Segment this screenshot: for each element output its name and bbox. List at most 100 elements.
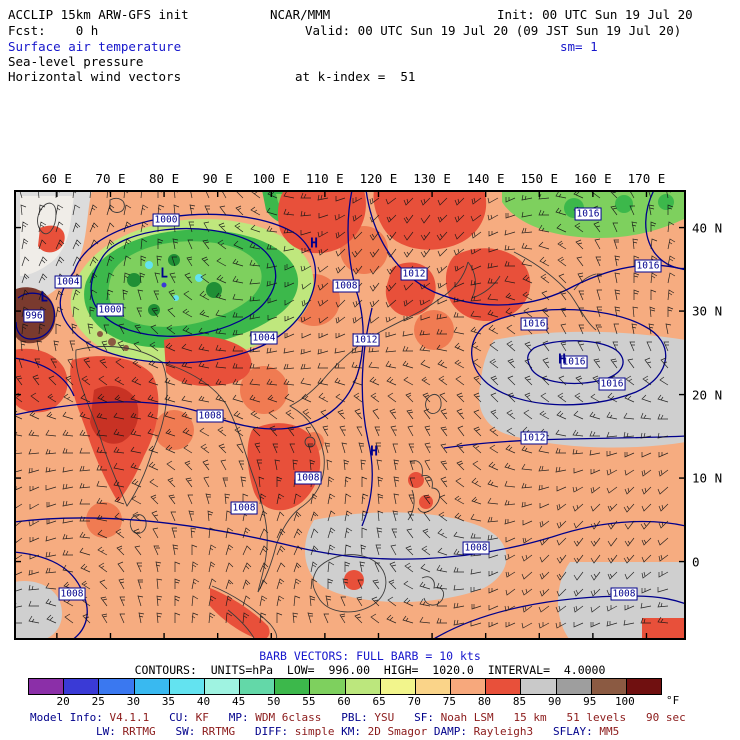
x-axis-tick: 150 E (520, 171, 559, 186)
x-axis-tick: 160 E (574, 171, 612, 186)
colorbar-box (591, 679, 627, 694)
contour-label: 1008 (230, 501, 258, 515)
model-info-token: DAMP: (427, 725, 474, 738)
model-info-token: PBL: (321, 711, 375, 724)
colorbar-box (451, 679, 487, 694)
contour-legend: CONTOURS: UNITS=hPa LOW= 996.00 HIGH= 10… (134, 663, 606, 677)
high-center-marker: H (558, 352, 566, 368)
x-axis-tick: 60 E (41, 171, 72, 186)
fcst-hour: Fcst: 0 h (8, 23, 99, 38)
y-axis-tick: 30 N (692, 303, 723, 319)
colorbar-tick: 95 (583, 695, 597, 708)
contour-label: 1000 (152, 213, 180, 227)
valid-time: Valid: 00 UTC Sun 19 Jul 20 (09 JST Sun … (305, 23, 682, 38)
model-info-token: SFLAY: (533, 725, 600, 738)
map-border (14, 190, 686, 640)
colorbar-box (486, 679, 522, 694)
field-temp-label: Surface air temperature (8, 39, 182, 54)
x-axis-tick: 100 E (252, 171, 291, 186)
colorbar-tick: 55 (302, 695, 316, 708)
model-info-token: simple (294, 725, 335, 738)
colorbar-box (99, 679, 135, 694)
contour-label: 1016 (574, 207, 602, 221)
model-info-line2: LW: RRTMG SW: RRTMG DIFF: simple KM: 2D … (96, 725, 619, 738)
model-info-token: YSU (374, 711, 395, 724)
contour-label: 1008 (196, 409, 224, 423)
contour-label: 996 (23, 309, 45, 323)
colorbar-box (380, 679, 416, 694)
model-info-token: KF (195, 711, 209, 724)
colorbar-tick: 20 (56, 695, 70, 708)
colorbar-tick: 65 (372, 695, 386, 708)
y-axis-tick: 0 (692, 554, 700, 570)
x-axis-tick: 110 E (306, 171, 344, 186)
contour-label: 1012 (352, 333, 380, 347)
colorbar-tick: 80 (477, 695, 492, 708)
colorbar-unit: °F (666, 694, 680, 707)
colorbar-box (204, 679, 241, 694)
model-info-token: RRTMG (201, 725, 236, 738)
contour-label: 1008 (58, 587, 86, 601)
colorbar-box (29, 679, 65, 694)
x-axis-tick: 80 E (149, 171, 180, 186)
colorbar-tick: 30 (126, 695, 140, 708)
field-wind-label: Horizontal wind vectors (8, 69, 182, 84)
colorbar-box (134, 679, 170, 694)
model-info-token: Model Info: (30, 711, 110, 724)
model-info-token: 15 km (493, 711, 547, 724)
map-plot: 1000 1004 1000 1004 1008 1012 1008 996 1008 1008 1… (11, 187, 687, 641)
contour-label: 1004 (54, 275, 82, 289)
contour-label: 1008 (332, 279, 360, 293)
model-info-token: Rayleigh3 (473, 725, 534, 738)
contour-label: 1004 (250, 331, 278, 345)
colorbar-tick: 70 (407, 695, 421, 708)
contour-label: 1008 (610, 587, 638, 601)
coastlines-layer (37, 197, 597, 641)
contour-label: 1008 (294, 471, 322, 485)
colorbar-tick: 40 (196, 695, 211, 708)
init-time: Init: 00 UTC Sun 19 Jul 20 (497, 7, 693, 22)
x-axis-tick: 130 E (413, 171, 451, 186)
model-title: ACCLIP 15km ARW-GFS init (8, 7, 189, 22)
colorbar-box (275, 679, 311, 694)
contour-label: 1000 (96, 303, 124, 317)
contour-label: 1016 (560, 355, 588, 369)
x-axis-tick: 120 E (359, 171, 398, 186)
y-axis-tick: 20 N (692, 387, 723, 403)
model-info-token: SF: (394, 711, 441, 724)
model-info-token: Noah LSM (440, 711, 494, 724)
x-axis-tick: 90 E (202, 171, 233, 186)
model-info-token: 90 sec (626, 711, 686, 724)
colorbar-box (556, 679, 592, 694)
colorbar-tick: 45 (232, 695, 246, 708)
colorbar-tick: 50 (267, 695, 281, 708)
model-info-token: CU: (149, 711, 196, 724)
y-axis-tick: 10 N (692, 470, 723, 486)
colorbar-tick: 60 (337, 695, 351, 708)
model-info-line1: Model Info: V4.1.1 CU: KF MP: WDM 6class… (30, 711, 686, 724)
temperature-colorbar (28, 678, 662, 695)
high-center-marker: H (310, 236, 318, 252)
org-label: NCAR/MMM (270, 7, 331, 22)
colorbar-tick: 25 (91, 695, 105, 708)
y-axis-tick: 40 N (692, 220, 723, 236)
contour-label: 1016 (598, 377, 626, 391)
model-info-token: LW: (96, 725, 123, 738)
high-center-marker: H (370, 444, 378, 460)
contour-label: 1016 (634, 259, 662, 273)
colorbar-box (169, 679, 205, 694)
colorbar-box (64, 679, 100, 694)
model-info-token: SW: (155, 725, 202, 738)
model-info-token: KM: (334, 725, 368, 738)
level-label: at k-index = 51 (295, 69, 416, 84)
model-info-token: V4.1.1 (109, 711, 150, 724)
low-center-marker: L (40, 290, 48, 306)
model-info-token: RRTMG (122, 725, 156, 738)
x-axis-tick: 170 E (627, 171, 666, 186)
colorbar-tick: 90 (548, 695, 562, 708)
contour-label-overlays: 1000 1004 1000 1004 1008 1012 1008 996 1008 1008 1… (14, 190, 686, 640)
x-axis-tick: 140 E (466, 171, 505, 186)
colorbar-box (415, 679, 452, 694)
model-info-token: DIFF: (235, 725, 295, 738)
